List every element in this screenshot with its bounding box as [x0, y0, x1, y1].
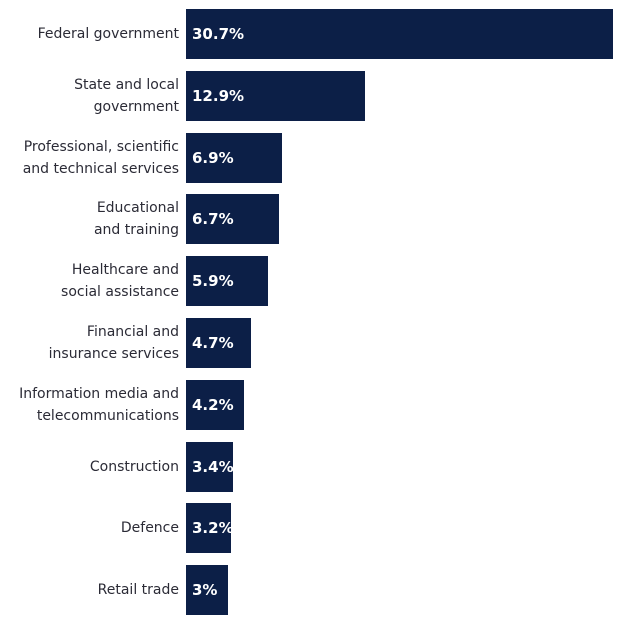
bar [186, 503, 231, 554]
data-label: 12.9% [192, 86, 245, 105]
bar [186, 565, 228, 616]
category-label: Healthcare and social assistance [61, 262, 179, 301]
bar [186, 379, 245, 430]
bar [186, 132, 282, 183]
category-label: Federal government [37, 26, 179, 42]
data-label: 5.9% [192, 272, 234, 291]
category-label: Financial and insurance services [48, 324, 179, 362]
data-label: 30.7% [192, 25, 245, 43]
category-label: Professional, scientific and technical s… [22, 138, 179, 177]
bar [186, 9, 613, 59]
data-label: 3.2% [192, 519, 234, 538]
bar [186, 194, 280, 245]
category-label: Educational and training [93, 200, 179, 239]
category-label: Defence [120, 520, 179, 537]
data-label: 6.7% [192, 210, 234, 229]
bar [186, 441, 234, 492]
category-label: Construction [89, 458, 179, 475]
bar [186, 70, 366, 121]
data-label: 3% [192, 581, 218, 600]
data-label: 6.9% [192, 148, 234, 167]
bar [186, 318, 252, 368]
data-label: 3.4% [192, 457, 234, 476]
data-label: 4.7% [192, 334, 234, 352]
category-label: State and local government [74, 76, 179, 115]
data-label: 4.2% [192, 395, 234, 414]
category-label: Information media and telecommunications [19, 385, 179, 424]
bar [186, 256, 269, 307]
category-label: Retail trade [97, 582, 179, 599]
